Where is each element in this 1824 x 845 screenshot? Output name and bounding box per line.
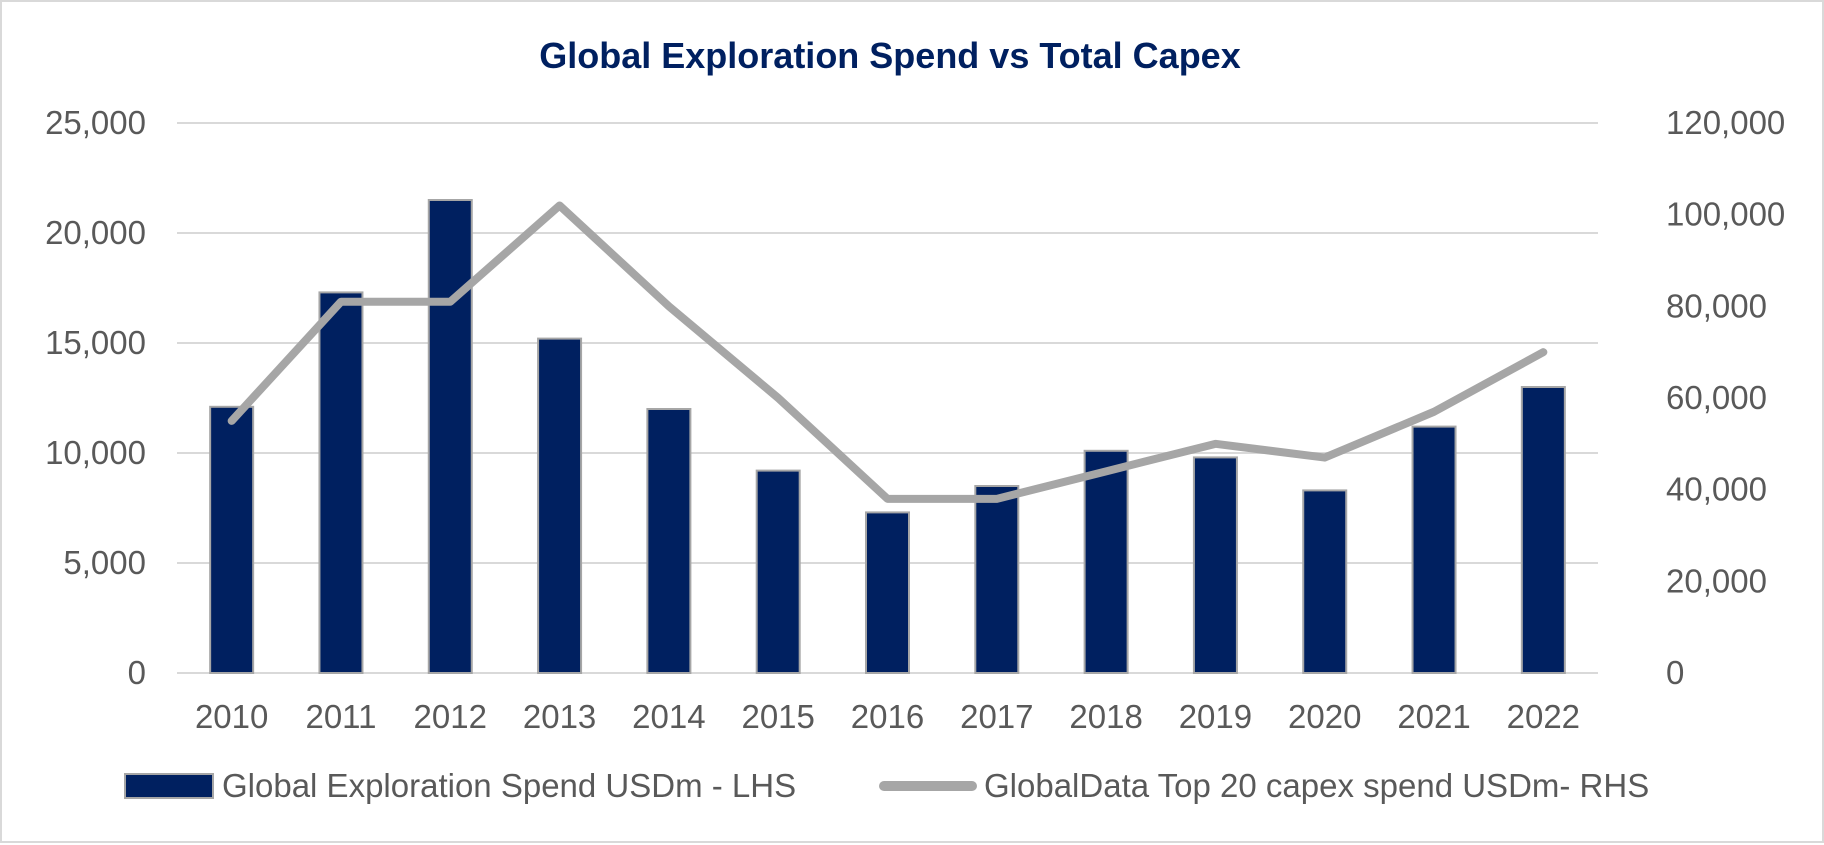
x-tick-label: 2017 <box>960 698 1033 735</box>
bar <box>755 469 801 674</box>
x-tick-label: 2015 <box>741 698 814 735</box>
bar <box>865 511 910 674</box>
x-tick-label: 2018 <box>1069 698 1142 735</box>
y-left-tick-label: 10,000 <box>45 434 146 471</box>
line-series <box>227 201 1548 503</box>
y-right-tick-label: 0 <box>1666 654 1684 691</box>
y-right-tick-label: 40,000 <box>1666 471 1767 508</box>
bar <box>427 199 473 674</box>
bar <box>646 408 692 674</box>
legend: Global Exploration Spend USDm - LHS Glob… <box>124 767 1649 804</box>
x-tick-label: 2020 <box>1288 698 1361 735</box>
series-line <box>227 201 1548 503</box>
bar-series <box>209 199 1566 674</box>
y-right-tick-label: 60,000 <box>1666 379 1767 416</box>
y-left-tick-label: 25,000 <box>45 104 146 141</box>
y-right-tick-label: 120,000 <box>1666 104 1785 141</box>
x-tick-label: 2021 <box>1397 698 1470 735</box>
y-left-tick-label: 20,000 <box>45 214 146 251</box>
y-right-tick-label: 20,000 <box>1666 562 1767 599</box>
y-left-tick-label: 15,000 <box>45 324 146 361</box>
bar <box>209 405 255 674</box>
bar <box>1192 456 1238 674</box>
y-right-tick-label: 100,000 <box>1666 196 1785 233</box>
y-left-tick-label: 5,000 <box>63 544 146 581</box>
bar <box>974 485 1020 674</box>
bar <box>1411 425 1457 674</box>
x-tick-label: 2013 <box>523 698 596 735</box>
legend-swatch-exploration-spend <box>124 773 214 799</box>
bar <box>537 337 583 674</box>
y-right-tick-label: 80,000 <box>1666 287 1767 324</box>
chart-title: Global Exploration Spend vs Total Capex <box>539 35 1240 76</box>
x-tick-label: 2011 <box>305 698 376 735</box>
y-left-tick-label: 0 <box>128 654 146 691</box>
x-tick-label: 2019 <box>1179 698 1252 735</box>
x-tick-label: 2012 <box>414 698 487 735</box>
axes: 0 5,000 10,000 15,000 20,000 25,000 0 20,000 40,… <box>45 104 1785 735</box>
gridlines <box>177 122 1598 674</box>
bar <box>318 291 364 674</box>
x-tick-label: 2022 <box>1507 698 1580 735</box>
x-tick-label: 2010 <box>195 698 268 735</box>
legend-label-exploration-spend: Global Exploration Spend USDm - LHS <box>222 767 796 804</box>
x-tick-label: 2016 <box>851 698 924 735</box>
bar <box>1302 489 1348 674</box>
bar <box>1083 449 1129 674</box>
legend-label-capex-spend: GlobalData Top 20 capex spend USDm- RHS <box>984 767 1649 804</box>
x-tick-label: 2014 <box>632 698 705 735</box>
bar <box>1520 386 1566 674</box>
